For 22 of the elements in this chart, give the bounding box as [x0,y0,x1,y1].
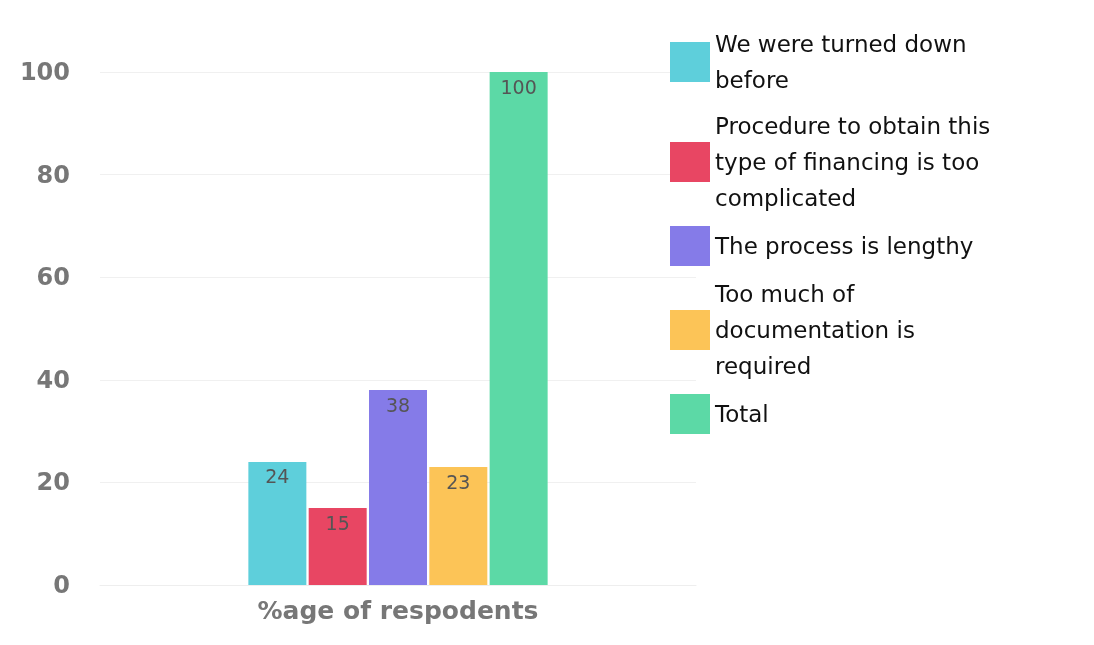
y-tick-label: 0 [53,571,70,599]
data-label: 24 [265,465,290,488]
legend-label: The process is lengthy [714,233,974,259]
legend-label: We were turned down before [715,31,974,93]
bar [369,390,427,585]
legend-label: Procedure to obtain this type of financing is too complicated [715,113,998,211]
bar [308,508,367,585]
data-label: 15 [325,511,350,534]
bar [489,72,548,585]
y-tick-label: 20 [36,468,70,497]
y-tick-label: 40 [36,365,70,394]
bar [248,461,307,585]
y-tick-label: 100 [19,58,70,86]
data-label: 100 [500,75,537,98]
y-tick-label: 60 [36,263,70,292]
y-tick-label: 80 [36,160,70,189]
x-axis-title: %age of respodents [257,595,539,625]
legend-label: Too much of documentation is required [714,281,923,379]
legend-label: Total [714,401,769,427]
data-label: 38 [385,393,411,416]
data-label: 23 [446,470,471,493]
bar [429,467,488,585]
